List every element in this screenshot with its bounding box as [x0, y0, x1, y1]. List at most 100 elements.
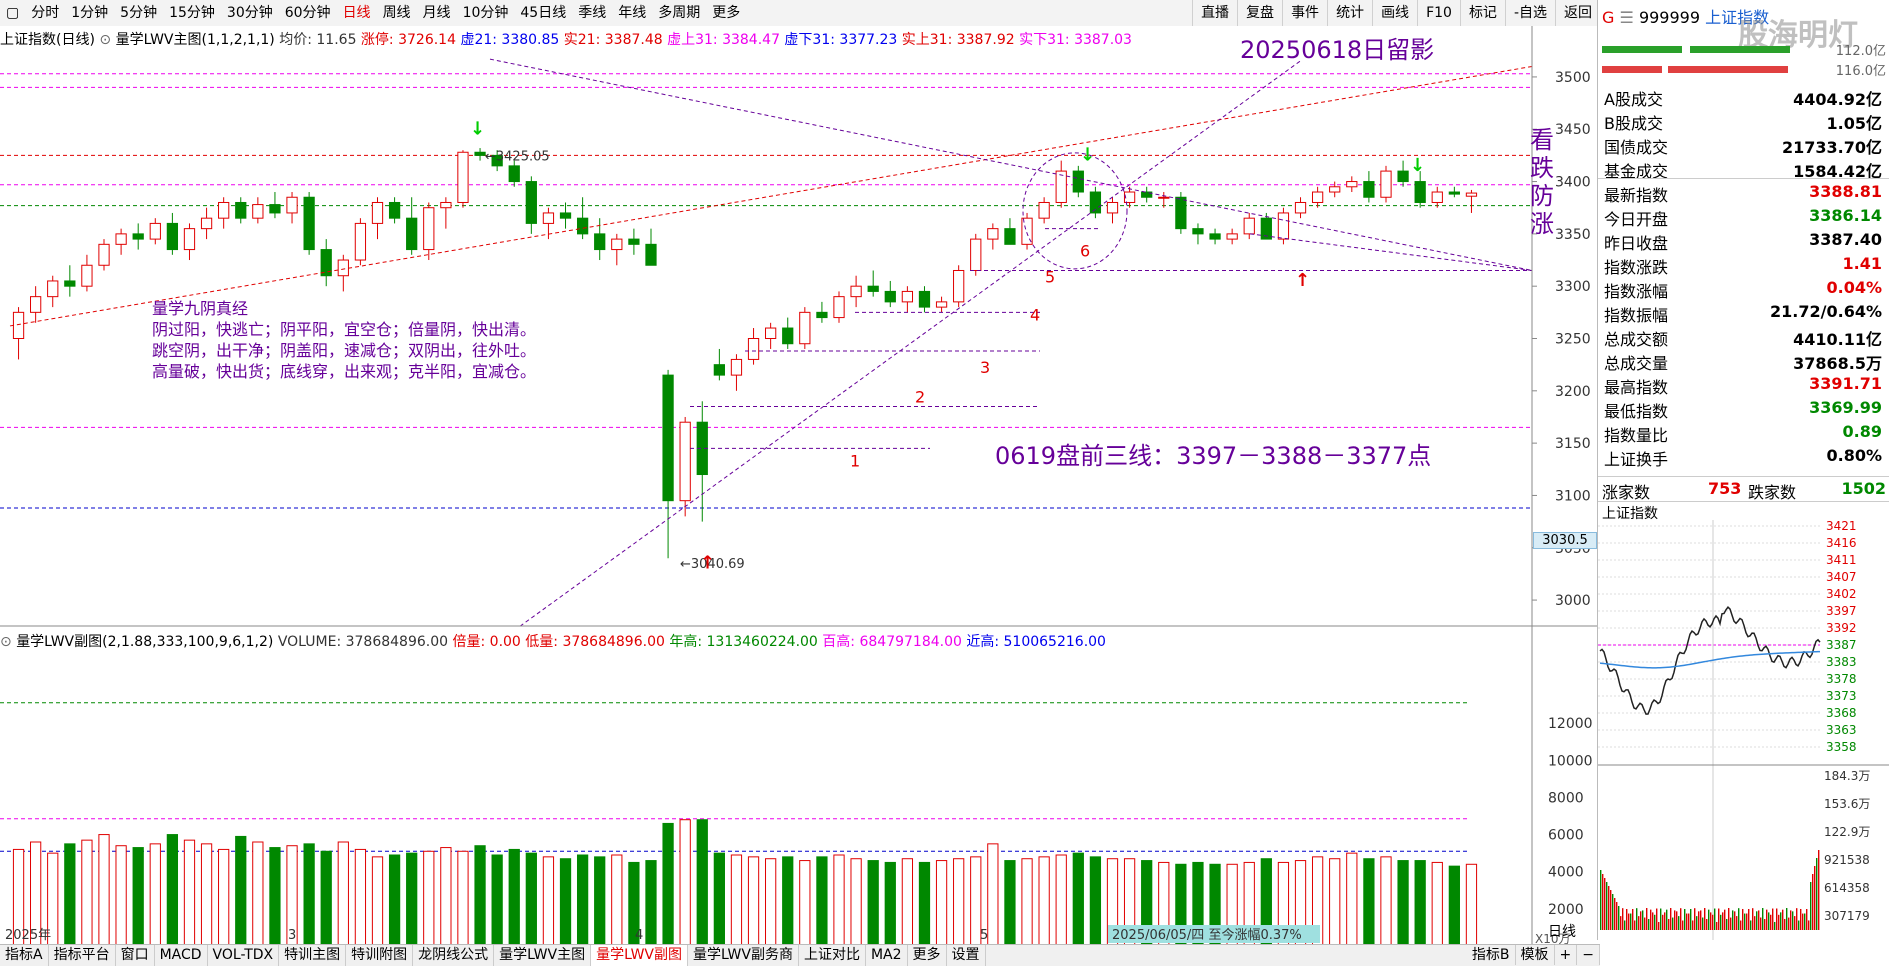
- candle[interactable]: [799, 307, 811, 349]
- indicator-tab[interactable]: 特训主图: [279, 945, 347, 966]
- candle[interactable]: [423, 202, 435, 261]
- indicator-tab[interactable]: MACD: [155, 945, 208, 966]
- period-tab[interactable]: 日线: [342, 5, 371, 21]
- indicator-tab[interactable]: 窗口: [116, 945, 155, 966]
- period-tab[interactable]: 30分钟: [226, 5, 273, 21]
- period-tab[interactable]: 分时: [31, 5, 60, 21]
- toolbar-button[interactable]: -自选: [1504, 0, 1555, 26]
- candle[interactable]: [474, 148, 486, 161]
- candle[interactable]: [457, 150, 469, 208]
- candle[interactable]: [1448, 186, 1460, 198]
- toolbar-button[interactable]: 标记: [1459, 0, 1505, 26]
- candle[interactable]: [252, 197, 264, 224]
- candle[interactable]: [576, 197, 589, 240]
- period-tab[interactable]: 1分钟: [71, 5, 109, 21]
- candle[interactable]: [747, 328, 760, 365]
- candle[interactable]: [628, 228, 640, 255]
- candle[interactable]: [115, 228, 127, 255]
- candle[interactable]: [1141, 186, 1153, 203]
- period-tab[interactable]: 45日线: [520, 5, 567, 21]
- indicator-tab[interactable]: 指标A: [0, 945, 49, 966]
- menu-icon[interactable]: ▢: [6, 5, 20, 21]
- candle[interactable]: [1158, 192, 1170, 208]
- candle[interactable]: [713, 348, 725, 381]
- candle[interactable]: [833, 291, 845, 323]
- candle[interactable]: [1329, 181, 1341, 198]
- period-tab[interactable]: 5分钟: [120, 5, 158, 21]
- candle[interactable]: [440, 197, 452, 229]
- period-tab[interactable]: 月线: [422, 5, 451, 21]
- candle[interactable]: [132, 223, 144, 250]
- candle[interactable]: [1380, 165, 1392, 203]
- period-tab[interactable]: 周线: [382, 5, 411, 21]
- candle[interactable]: [235, 197, 247, 224]
- toolbar-button[interactable]: 画线: [1372, 0, 1418, 26]
- candle[interactable]: [1294, 197, 1307, 219]
- candle[interactable]: [1209, 228, 1221, 245]
- toolbar-button[interactable]: 返回: [1555, 0, 1600, 26]
- indicator-tab[interactable]: −: [1577, 945, 1600, 965]
- candle[interactable]: [1106, 197, 1119, 224]
- indicator-tab[interactable]: 设置: [947, 945, 986, 966]
- candle[interactable]: [183, 223, 196, 261]
- candle[interactable]: [1175, 192, 1187, 234]
- intraday-chart[interactable]: 3421 3416 3411 3407 3402 3397 3392 3387 3383 3378…: [1598, 520, 1889, 940]
- period-tab[interactable]: 15分钟: [169, 5, 215, 21]
- indicator-dropdown-icon[interactable]: ⊙: [0, 634, 12, 650]
- toolbar-button[interactable]: 事件: [1282, 0, 1328, 26]
- candle[interactable]: [1363, 171, 1375, 203]
- candle[interactable]: [47, 275, 59, 308]
- candle[interactable]: [508, 160, 520, 187]
- volume-indicator-name[interactable]: 量学LWV副图(2,1.88,333,100,9,6,1,2): [16, 634, 274, 650]
- candle[interactable]: [867, 270, 879, 297]
- candle[interactable]: [970, 233, 982, 276]
- indicator-tab[interactable]: +: [1555, 945, 1578, 965]
- candle[interactable]: [81, 254, 93, 292]
- candle[interactable]: [1414, 171, 1426, 208]
- toolbar-button[interactable]: 统计: [1327, 0, 1373, 26]
- candle[interactable]: [286, 192, 298, 224]
- indicator-tab[interactable]: MA2: [866, 945, 908, 966]
- indicator-tab[interactable]: 指标B: [1467, 945, 1516, 965]
- candle[interactable]: [371, 197, 384, 240]
- period-tab[interactable]: 多周期: [658, 5, 701, 21]
- period-tab[interactable]: 60分钟: [284, 5, 331, 21]
- candle[interactable]: [388, 197, 401, 224]
- main-indicator-name[interactable]: 量学LWV主图(1,1,2,1,1): [115, 32, 275, 48]
- indicator-dropdown-icon[interactable]: ⊙: [99, 32, 112, 48]
- candle[interactable]: [218, 197, 230, 229]
- toolbar-button[interactable]: 复盘: [1237, 0, 1283, 26]
- candle[interactable]: [1226, 228, 1238, 245]
- indicator-tab[interactable]: VOL-TDX: [208, 945, 280, 966]
- candle[interactable]: [1055, 160, 1067, 208]
- candle[interactable]: [1021, 212, 1033, 250]
- candle[interactable]: [1192, 223, 1204, 245]
- candle[interactable]: [406, 197, 418, 255]
- indicator-tab[interactable]: 上证对比: [799, 945, 866, 966]
- candle[interactable]: [935, 296, 948, 313]
- candle[interactable]: [611, 233, 623, 266]
- candle[interactable]: [269, 192, 281, 219]
- candle[interactable]: [149, 218, 161, 245]
- candle[interactable]: [200, 207, 213, 240]
- candle[interactable]: [1346, 176, 1358, 193]
- period-tab[interactable]: 年线: [618, 5, 647, 21]
- candle[interactable]: [1038, 197, 1050, 224]
- period-tab[interactable]: 更多: [712, 5, 741, 21]
- toolbar-button[interactable]: 直播: [1192, 0, 1238, 26]
- candle[interactable]: [816, 301, 828, 323]
- indicator-tab[interactable]: 量学LWV副务商: [688, 945, 799, 966]
- candle[interactable]: [765, 322, 777, 349]
- candle[interactable]: [1243, 212, 1255, 240]
- candle[interactable]: [1311, 186, 1324, 208]
- period-tab[interactable]: 季线: [578, 5, 607, 21]
- candle[interactable]: [320, 239, 332, 287]
- period-tab[interactable]: 10分钟: [462, 5, 509, 21]
- candle[interactable]: [303, 192, 315, 255]
- candle[interactable]: [525, 176, 537, 234]
- candle[interactable]: [730, 354, 743, 391]
- candle[interactable]: [987, 223, 999, 250]
- candle[interactable]: [679, 416, 691, 517]
- indicator-tab[interactable]: 模板: [1516, 945, 1555, 965]
